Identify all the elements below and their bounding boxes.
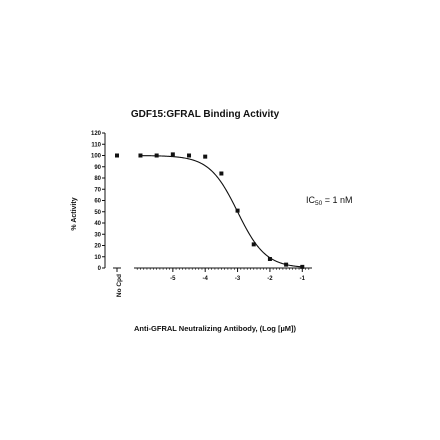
data-point-0-0 [138,153,143,158]
control-point-group [115,153,119,158]
data-point-0-9 [284,262,289,267]
ic50-suffix: = 1 nM [322,195,352,205]
y-tick-label-3: 30 [94,232,101,238]
y-tick-label-10: 100 [91,154,102,160]
y-tick-label-8: 80 [94,176,101,182]
data-point-0-4 [203,154,208,159]
fit-curve [140,155,303,268]
x-tick-label-2: -3 [235,276,241,282]
x-axis-label: Anti-GFRAL Neutralizing Antibody, (Log [… [134,324,297,333]
y-tick-label-12: 120 [91,131,102,137]
control-axis: No Cpd [113,267,123,297]
data-point-0-2 [170,152,175,157]
data-point-0-6 [235,208,240,213]
ic50-subscript: 50 [315,200,323,207]
ic50-annotation: IC50 = 1 nM [306,195,353,207]
y-tick-label-2: 20 [94,244,101,250]
y-tick-label-7: 70 [94,187,101,193]
y-tick-label-4: 40 [94,221,101,227]
y-tick-label-5: 50 [94,210,101,216]
y-tick-label-9: 90 [94,165,101,171]
y-axis-label: % Activity [71,197,78,230]
control-point [115,153,119,158]
y-tick-label-6: 60 [94,199,101,205]
data-point-0-7 [251,242,256,247]
x-tick-label-4: -1 [300,276,306,282]
y-axis: 0 10 20 30 40 50 60 70 80 90 100 110 120 [91,131,106,272]
x-axis: -5 -4 -3 -2 -1 [134,267,312,282]
ic50-prefix: IC [306,195,316,205]
y-tick-label-11: 110 [91,142,101,148]
x-tick-label-1: -4 [203,276,209,282]
y-tick-label-0: 0 [98,266,102,272]
y-tick-label-1: 10 [94,255,101,261]
control-label: No Cpd [116,274,123,297]
x-tick-label-0: -5 [170,276,176,282]
data-point-0-5 [219,171,224,176]
data-point-0-10 [300,264,305,269]
fit-curve-group [140,155,303,268]
data-point-0-8 [267,257,272,261]
x-ticks: -5 -4 -3 -2 -1 [170,268,306,282]
data-points [138,152,305,269]
y-ticks: 0 10 20 30 40 50 60 70 80 90 100 110 120 [91,131,105,272]
data-point-0-3 [187,153,192,158]
data-point-0-1 [154,153,159,158]
x-tick-label-3: -2 [267,276,273,282]
chart-title: GDF15:GFRAL Binding Activity [131,109,280,120]
